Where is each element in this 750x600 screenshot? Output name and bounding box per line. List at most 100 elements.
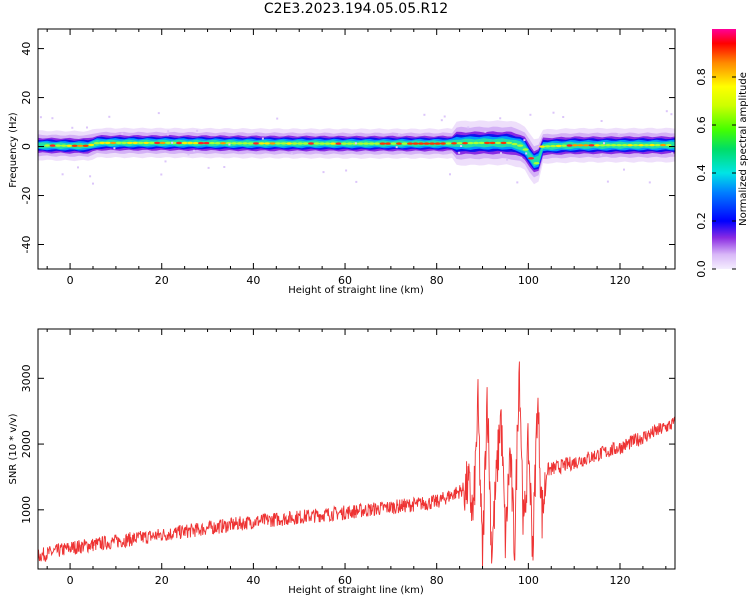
- spectrogram-layer: [38, 138, 675, 167]
- spectrogram-peak: [319, 142, 326, 145]
- spectrogram-peak: [313, 142, 320, 145]
- spectrogram-frame: [37, 28, 676, 270]
- spectrogram-peak: [44, 144, 51, 147]
- snr-ticks: 0 20 40 60 80 100 120 1000 2000 3000: [20, 329, 675, 587]
- spectrogram-peak: [60, 144, 67, 147]
- spectrogram-band: [38, 110, 675, 185]
- spectrogram-xtick-label: 80: [430, 274, 444, 287]
- spectrogram-peak: [143, 141, 150, 145]
- spectrogram-peak: [412, 142, 419, 145]
- spectrogram-peak: [280, 142, 287, 145]
- snr-ylabel: SNR (10 * v/v): [8, 413, 19, 484]
- spectrogram-speck: [458, 151, 461, 154]
- spectrogram-peak: [93, 142, 100, 145]
- spectrogram-peak: [99, 141, 106, 145]
- snr-ytick-label: 2000: [20, 430, 33, 458]
- colorbar-label: Normalized spectral amplitude: [738, 72, 749, 226]
- spectrogram-peak: [522, 148, 529, 151]
- spectrogram-speck: [499, 117, 502, 120]
- spectrogram-xtick-label: 60: [338, 274, 352, 287]
- spectrogram-speck: [92, 182, 94, 185]
- spectrogram-peak: [110, 141, 117, 145]
- spectrogram-peak: [335, 142, 342, 145]
- spectrogram-speck: [670, 113, 673, 116]
- spectrogram-peak: [132, 141, 139, 145]
- spectrogram-peak: [434, 142, 441, 145]
- snr-xtick-label: 60: [338, 574, 352, 587]
- spectrogram-peak: [104, 141, 111, 145]
- spectrogram-speck: [276, 117, 279, 120]
- spectrogram-peak: [258, 142, 265, 145]
- spectrogram-peak: [467, 141, 474, 145]
- spectrogram-peak: [594, 144, 601, 147]
- snr-line: [38, 361, 675, 569]
- spectrogram-ylabel: Frequency (Hz): [8, 112, 19, 188]
- spectrogram-speck: [603, 142, 605, 145]
- spectrogram-peak: [302, 142, 309, 145]
- spectrogram-peak: [451, 142, 458, 145]
- snr-panel: 0 20 40 60 80 100 120 1000 2000 3000 Height of st…: [8, 328, 676, 596]
- spectrogram-peak: [440, 142, 447, 145]
- snr-ytick-label: 3000: [20, 364, 33, 392]
- spectrogram-xtick-label: 20: [155, 274, 169, 287]
- chart-title: C2E3.2023.194.05.05.R12: [263, 1, 449, 17]
- spectrogram-peak: [407, 142, 414, 145]
- spectrogram-peak: [154, 141, 161, 145]
- spectrogram-peak: [269, 142, 276, 145]
- spectrogram-peak: [649, 143, 656, 147]
- spectrogram-peak: [423, 142, 430, 145]
- spectrogram-peak: [341, 142, 348, 145]
- spectrogram-xlabel: Height of straight line (km): [288, 285, 424, 296]
- spectrogram-speck: [600, 120, 603, 122]
- spectrogram-speck: [440, 119, 443, 122]
- colorbar: 0.0 0.2 0.4 0.6 0.8 Normalized spectral ampl…: [695, 29, 749, 278]
- spectrogram-peak: [456, 142, 463, 145]
- spectrogram-peak: [66, 144, 73, 147]
- spectrogram-speck: [171, 141, 174, 144]
- spectrogram-peak: [511, 142, 518, 146]
- spectrogram-speck: [529, 113, 532, 116]
- spectrogram-speck: [395, 146, 398, 149]
- spectrogram-peak: [275, 142, 282, 145]
- spectrogram-peak: [506, 141, 513, 145]
- spectrogram-peak: [55, 144, 62, 147]
- spectrogram-peak: [198, 141, 205, 145]
- spectrogram-speck: [77, 166, 79, 169]
- spectrogram-peak: [220, 142, 227, 145]
- spectrogram-speck: [523, 139, 526, 142]
- spectrogram-ytick-label: 0: [20, 143, 33, 150]
- spectrogram-speck: [51, 117, 54, 120]
- spectrogram-peak: [308, 142, 315, 145]
- spectrogram-peak: [203, 141, 210, 145]
- spectrogram-peak: [495, 141, 502, 145]
- snr-frame: [37, 328, 676, 570]
- snr-xlabel: Height of straight line (km): [288, 585, 424, 596]
- spectrogram-peak: [583, 144, 590, 147]
- spectrogram-peak: [489, 141, 496, 145]
- colorbar-tick-label: 0.8: [695, 68, 708, 86]
- spectrogram-ytick-label: -20: [20, 187, 33, 205]
- spectrogram-peak: [49, 144, 56, 147]
- spectrogram-peak: [209, 141, 216, 145]
- spectrogram-peak: [418, 142, 425, 145]
- spectrogram-peak: [242, 142, 249, 145]
- snr-series: [38, 361, 675, 569]
- spectrogram-peak: [429, 142, 436, 145]
- spectrogram-peak: [539, 145, 546, 148]
- spectrogram-peak: [610, 144, 617, 147]
- spectrogram-peak: [148, 141, 155, 145]
- spectrogram-speck: [71, 126, 74, 129]
- spectrogram-speck: [484, 130, 487, 133]
- spectrogram-speck: [552, 111, 555, 114]
- spectrogram-peak: [137, 141, 144, 145]
- spectrogram-speck: [108, 115, 111, 118]
- spectrogram-peak: [478, 141, 485, 145]
- spectrogram-speck: [193, 149, 195, 152]
- spectrogram-peak: [632, 144, 639, 147]
- spectrogram-peak: [643, 144, 650, 147]
- spectrogram-peak: [401, 142, 408, 145]
- spectrogram-speck: [671, 152, 674, 155]
- spectrogram-peak: [126, 141, 133, 145]
- spectrogram-peak: [390, 142, 397, 145]
- spectrogram-peak: [291, 142, 298, 145]
